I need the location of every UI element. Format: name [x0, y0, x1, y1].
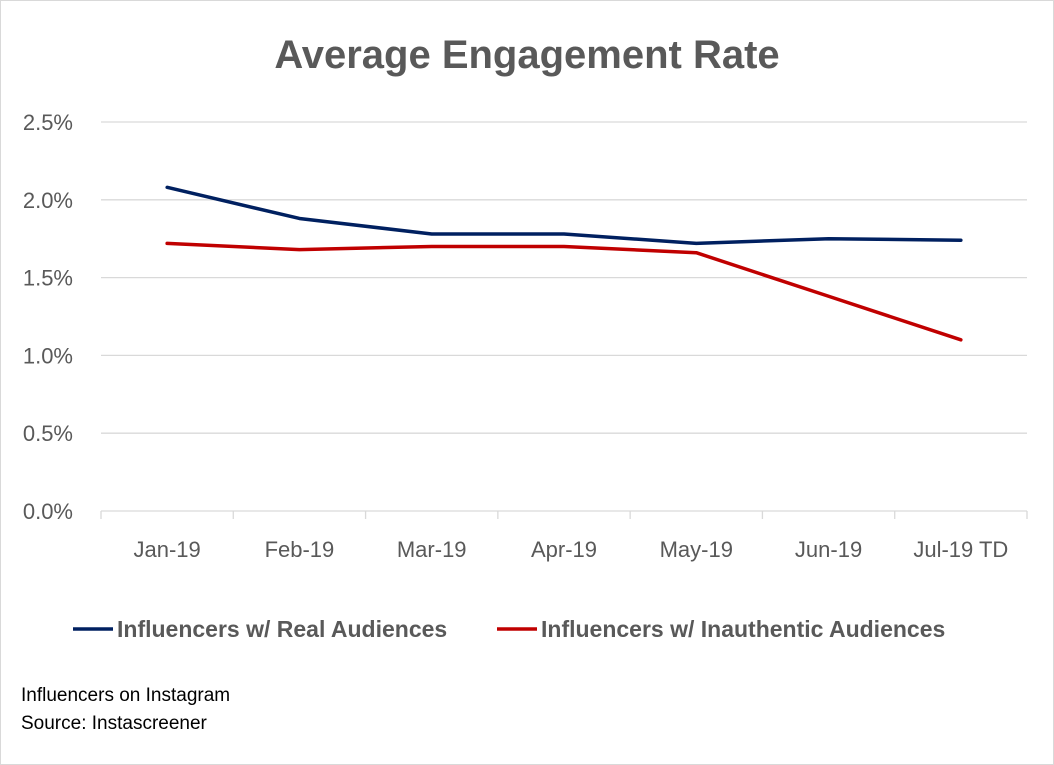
- gridlines: [101, 121, 1027, 434]
- series-line-1: [165, 185, 963, 246]
- legend-label: Influencers w/ Inauthentic Audiences: [541, 616, 945, 642]
- y-axis-tick-labels: 0.0% 0.5% 1.0% 1.5% 2.0% 2.5%: [23, 110, 73, 524]
- note-source: Source: Instascreener: [21, 713, 207, 734]
- x-tick-label: Apr-19: [531, 537, 597, 562]
- series-line-2: [165, 241, 963, 342]
- x-axis: [100, 510, 1028, 519]
- x-tick-label: Feb-19: [265, 537, 335, 562]
- x-tick-label: May-19: [660, 537, 733, 562]
- y-tick-label: 2.5%: [23, 110, 73, 135]
- series-lines: [165, 185, 963, 342]
- y-tick-label: 2.0%: [23, 188, 73, 213]
- y-tick-label: 0.0%: [23, 499, 73, 524]
- y-tick-label: 0.5%: [23, 421, 73, 446]
- x-tick-label: Jul-19 TD: [913, 537, 1008, 562]
- legend-label: Influencers w/ Real Audiences: [117, 616, 447, 642]
- x-axis-tick-labels: Jan-19 Feb-19 Mar-19 Apr-19 May-19 Jun-19 Jul-…: [134, 537, 1009, 562]
- y-tick-label: 1.0%: [23, 343, 73, 368]
- note-subject: Influencers on Instagram: [21, 685, 231, 706]
- chart-title: Average Engagement Rate: [274, 33, 779, 77]
- y-tick-label: 1.5%: [23, 266, 73, 291]
- x-tick-label: Mar-19: [397, 537, 467, 562]
- legend: Influencers w/ Real Audiences Influencers…: [73, 616, 945, 642]
- x-tick-label: Jun-19: [795, 537, 862, 562]
- x-tick-label: Jan-19: [134, 537, 201, 562]
